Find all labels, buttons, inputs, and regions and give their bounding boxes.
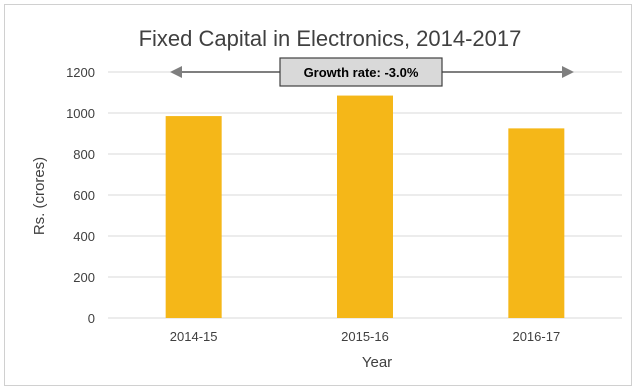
arrow-right-head bbox=[562, 66, 574, 78]
growth-rate-box bbox=[279, 57, 443, 87]
y-tick-label: 400 bbox=[73, 229, 95, 244]
bar-2015-16 bbox=[337, 95, 393, 318]
y-tick-labels: 0 200 400 600 800 1000 1200 bbox=[66, 65, 95, 326]
x-tick-label: 2015-16 bbox=[341, 329, 389, 344]
y-tick-label: 0 bbox=[88, 311, 95, 326]
arrow-left-head bbox=[170, 66, 182, 78]
bars bbox=[165, 95, 565, 318]
chart-title: Fixed Capital in Electronics, 2014-2017 bbox=[139, 26, 522, 51]
bar-2014-15 bbox=[165, 116, 222, 318]
y-tick-label: 800 bbox=[73, 147, 95, 162]
y-tick-label: 600 bbox=[73, 188, 95, 203]
y-tick-label: 200 bbox=[73, 270, 95, 285]
x-tick-label: 2014-15 bbox=[170, 329, 218, 344]
y-tick-label: 1200 bbox=[66, 65, 95, 80]
y-tick-label: 1000 bbox=[66, 106, 95, 121]
growth-annotation: Growth rate: -3.0% bbox=[170, 57, 574, 87]
x-tick-label: 2016-17 bbox=[512, 329, 560, 344]
y-axis-label: Rs. (crores) bbox=[31, 157, 48, 235]
x-axis-label: Year bbox=[362, 354, 392, 371]
growth-rate-label: Growth rate: -3.0% bbox=[304, 65, 419, 80]
x-tick-labels: 2014-15 2015-16 2016-17 bbox=[170, 329, 560, 344]
bar-2016-17 bbox=[508, 128, 565, 318]
